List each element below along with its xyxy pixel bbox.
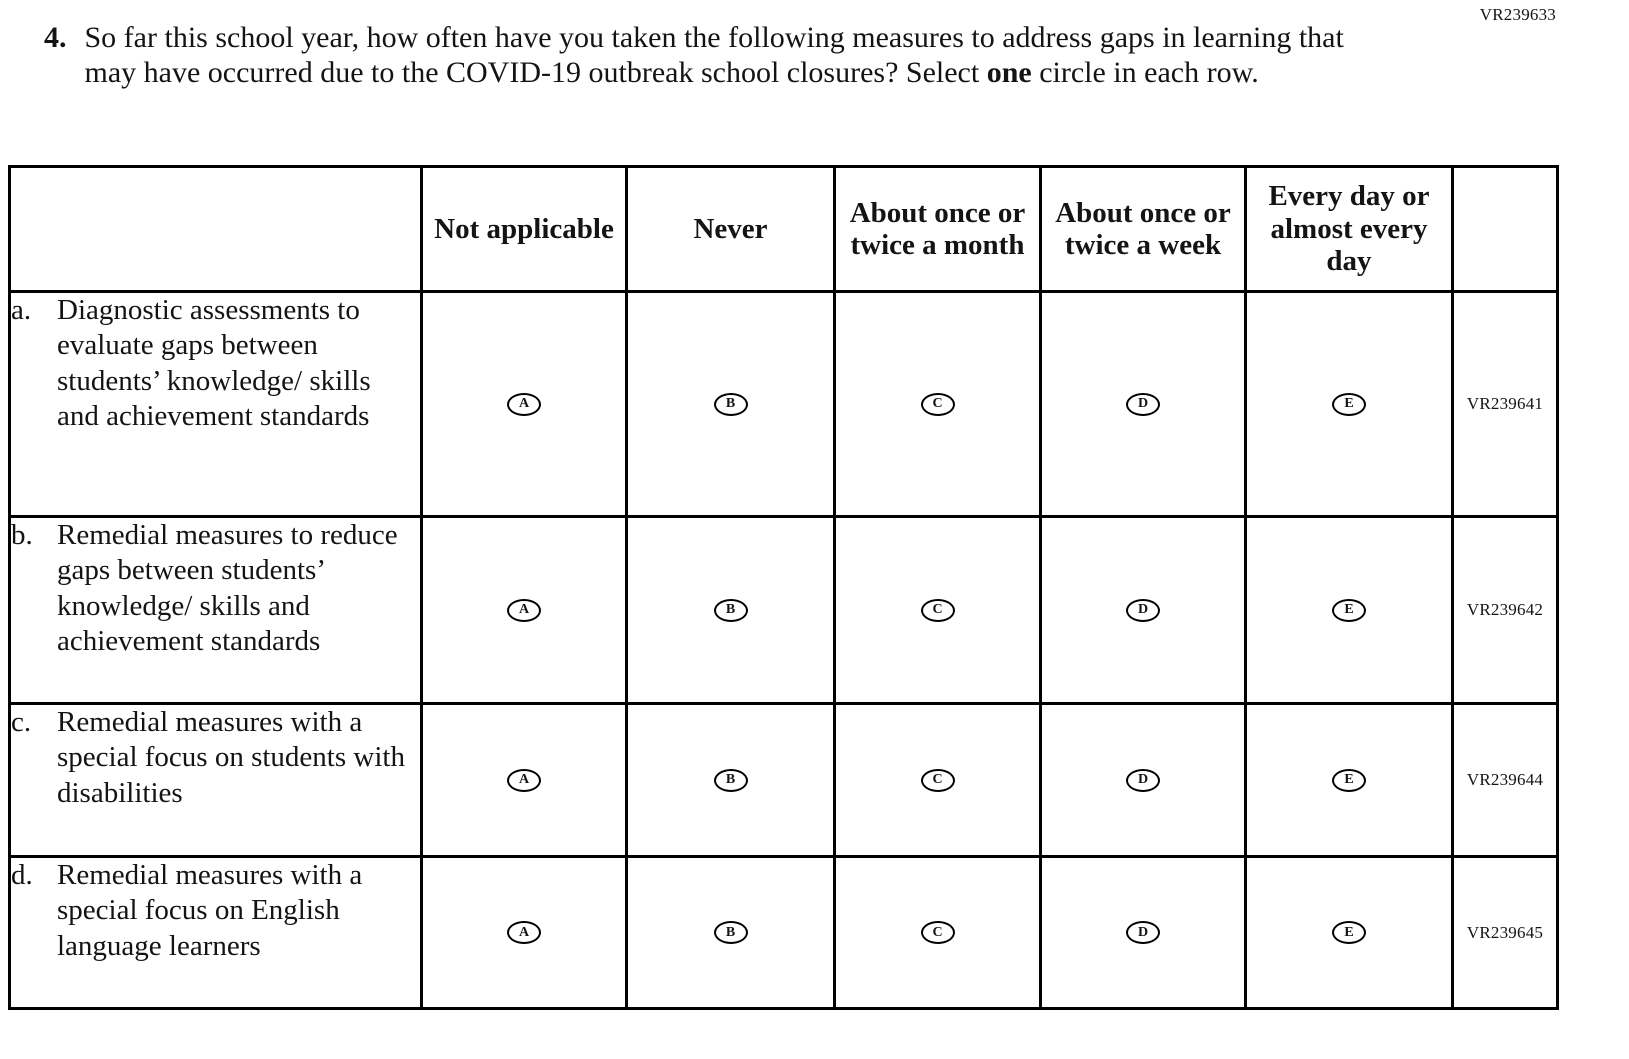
row-a-option-cell: C <box>833 290 1042 518</box>
row-a-letter: a. <box>11 294 32 326</box>
row-b-option-cell: B <box>625 515 836 705</box>
row-a-item: a. Diagnostic assessments to evaluate ga… <box>8 290 423 518</box>
row-c-option-cell: A <box>420 702 628 858</box>
row-b-code: VR239642 <box>1451 515 1559 705</box>
table-row: d. Remedial measures with a special focu… <box>8 855 1559 1010</box>
row-d-option-cell: C <box>833 855 1042 1010</box>
row-d-option-cell: B <box>625 855 836 1010</box>
row-d-bubble-C[interactable]: C <box>920 921 955 944</box>
row-b-letter: b. <box>11 519 33 551</box>
row-b-bubble-D[interactable]: D <box>1126 598 1160 622</box>
header-once-twice-week: About once or twice a week <box>1039 165 1247 293</box>
header-code-blank <box>1451 165 1559 293</box>
row-c-bubble-D[interactable]: D <box>1126 768 1160 792</box>
header-blank <box>8 165 423 293</box>
row-d-item: d. Remedial measures with a special focu… <box>8 855 423 1010</box>
question-number: 4. <box>44 21 67 54</box>
row-b-option-cell: E <box>1244 515 1454 705</box>
row-c-item: c. Remedial measures with a special focu… <box>8 702 423 858</box>
row-c-bubble-C[interactable]: C <box>920 768 955 792</box>
row-a-text: Diagnostic assessments to evaluate gaps … <box>57 294 371 433</box>
row-b-option-cell: A <box>420 515 628 705</box>
row-b-text: Remedial measures to reduce gaps between… <box>57 519 398 658</box>
row-d-code: VR239645 <box>1451 855 1559 1010</box>
row-a-option-cell: D <box>1039 290 1247 518</box>
row-a-bubble-E[interactable]: E <box>1332 392 1366 416</box>
table-row: c. Remedial measures with a special focu… <box>8 702 1559 858</box>
header-once-twice-month: About once or twice a month <box>833 165 1042 293</box>
row-b-bubble-C[interactable]: C <box>920 598 955 622</box>
row-c-bubble-B[interactable]: B <box>713 768 748 792</box>
row-b-item: b. Remedial measures to reduce gaps betw… <box>8 515 423 705</box>
row-d-option-cell: D <box>1039 855 1247 1010</box>
row-d-bubble-A[interactable]: A <box>507 921 541 944</box>
row-b-bubble-B[interactable]: B <box>713 598 748 622</box>
row-c-bubble-E[interactable]: E <box>1332 768 1366 792</box>
row-b-bubble-A[interactable]: A <box>507 598 541 622</box>
question-text-part1: So far this school year, how often have … <box>84 21 1344 89</box>
table-row: a. Diagnostic assessments to evaluate ga… <box>8 290 1559 518</box>
row-d-option-cell: A <box>420 855 628 1010</box>
row-c-text: Remedial measures with a special focus o… <box>57 706 405 809</box>
row-d-letter: d. <box>11 859 33 891</box>
row-a-option-cell: B <box>625 290 836 518</box>
row-c-code: VR239644 <box>1451 702 1559 858</box>
row-d-bubble-E[interactable]: E <box>1332 921 1366 944</box>
header-row: Not applicable Never About once or twice… <box>8 165 1559 293</box>
row-c-letter: c. <box>11 706 32 738</box>
row-a-bubble-D[interactable]: D <box>1126 392 1160 416</box>
row-c-option-cell: B <box>625 702 836 858</box>
question-text-bold: one <box>986 56 1032 89</box>
row-b-bubble-E[interactable]: E <box>1332 598 1366 622</box>
row-a-bubble-C[interactable]: C <box>920 392 955 416</box>
row-c-bubble-A[interactable]: A <box>507 768 541 792</box>
row-b-option-cell: D <box>1039 515 1247 705</box>
row-a-bubble-A[interactable]: A <box>507 392 541 416</box>
header-never: Never <box>625 165 836 293</box>
question-4: 4. So far this school year, how often ha… <box>44 20 1355 90</box>
row-c-option-cell: D <box>1039 702 1247 858</box>
row-d-bubble-D[interactable]: D <box>1126 921 1160 944</box>
row-c-option-cell: E <box>1244 702 1454 858</box>
table-row: b. Remedial measures to reduce gaps betw… <box>8 515 1559 705</box>
row-a-option-cell: E <box>1244 290 1454 518</box>
row-b-option-cell: C <box>833 515 1042 705</box>
question-text-part2: circle in each row. <box>1031 56 1259 89</box>
row-a-code: VR239641 <box>1451 290 1559 518</box>
form-code: VR239633 <box>1479 5 1556 24</box>
row-d-option-cell: E <box>1244 855 1454 1010</box>
header-not-applicable: Not applicable <box>420 165 628 293</box>
row-d-bubble-B[interactable]: B <box>713 921 748 944</box>
row-c-option-cell: C <box>833 702 1042 858</box>
row-a-option-cell: A <box>420 290 628 518</box>
row-a-bubble-B[interactable]: B <box>713 392 748 416</box>
header-every-day: Every day or almost every day <box>1244 165 1454 293</box>
question-text: So far this school year, how often have … <box>85 20 1355 90</box>
response-table: Not applicable Never About once or twice… <box>8 165 1559 1010</box>
row-d-text: Remedial measures with a special focus o… <box>57 859 363 962</box>
